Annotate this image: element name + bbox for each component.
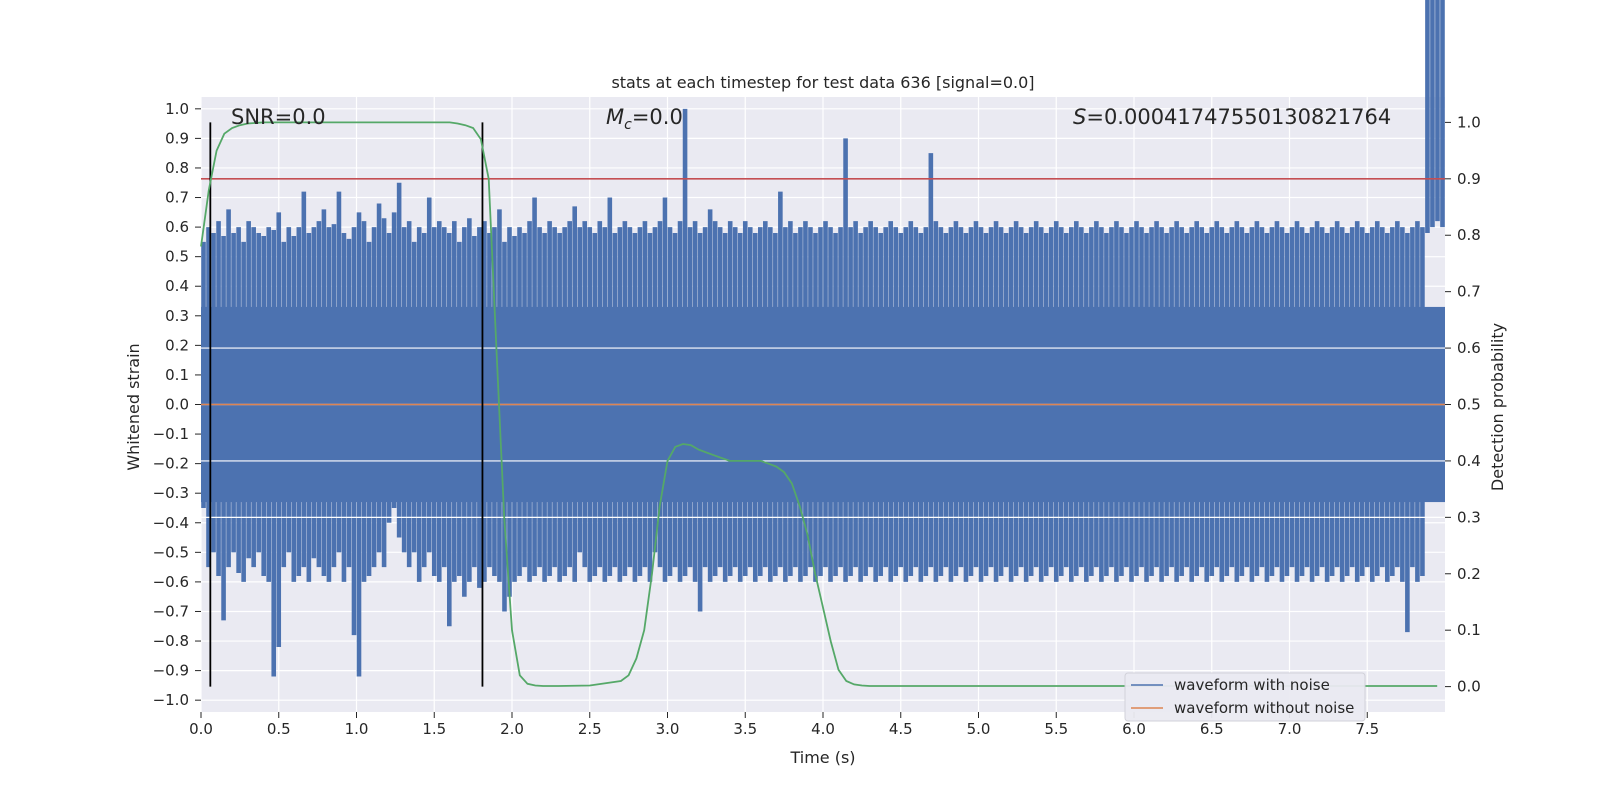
y-tick-label: −0.8 [153,632,189,650]
y-tick-label: 0.1 [165,366,189,384]
mc-symbol: M [606,105,624,129]
s-annotation: S=0.00041747550130821764 [1073,105,1391,129]
y2-tick-label: 1.0 [1457,113,1481,131]
x-tick-label: 7.5 [1355,720,1379,738]
y2-tick-label: 0.2 [1457,565,1481,583]
y2-tick-label: 0.7 [1457,283,1481,301]
y2-tick-label: 0.3 [1457,508,1481,526]
y-tick-label: 0.9 [165,129,189,147]
x-ticks: 0.0 0.5 1.0 1.5 2.0 2.5 3.0 3.5 4.0 4.5 5.0 5.5 6.0 6… [189,712,1379,738]
y2-tick-label: 0.8 [1457,226,1481,244]
mc-value: =0.0 [632,105,683,129]
x-tick-label: 3.0 [656,720,680,738]
detection-probability-line [200,121,1438,687]
y-tick-label: −0.1 [153,425,189,443]
x-tick-label: 2.5 [578,720,602,738]
y-tick-label: −0.9 [153,662,189,680]
noise-waveform [201,0,1445,677]
legend-label-noise: waveform with noise [1174,676,1330,694]
x-tick-label: 4.5 [889,720,913,738]
y-tick-label: 0.8 [165,159,189,177]
y2-tick-label: 0.6 [1457,339,1481,357]
y-tick-label: −0.3 [153,484,189,502]
y-tick-label: −0.4 [153,514,189,532]
y-tick-label: 0.6 [165,218,189,236]
mc-annotation: Mc=0.0 [606,105,683,133]
x-tick-label: 4.0 [811,720,835,738]
y2-tick-label: 0.9 [1457,170,1481,188]
x-tick-label: 5.5 [1044,720,1068,738]
x-tick-label: 0.5 [267,720,291,738]
y-tick-label: 0.4 [165,277,189,295]
x-tick-label: 0.0 [189,720,213,738]
chart-title: stats at each timestep for test data 636… [611,73,1034,92]
y2-ticks: 1.0 0.9 0.8 0.7 0.6 0.5 0.4 0.3 0.2 0.1 0.0 [1445,113,1481,696]
y-tick-label: 0.0 [165,396,189,414]
x-tick-label: 7.0 [1278,720,1302,738]
y-tick-label: −1.0 [153,691,189,709]
y-tick-label: 0.3 [165,307,189,325]
x-tick-label: 6.5 [1200,720,1224,738]
y-tick-label: −0.7 [153,602,189,620]
x-tick-label: 1.5 [422,720,446,738]
y-ticks: 1.0 0.9 0.8 0.7 0.6 0.5 0.4 0.3 0.2 0.1 0.0 −0.1 −0.… [153,100,201,709]
x-axis-label: Time (s) [789,748,855,767]
snr-annotation: SNR=0.0 [231,105,326,129]
y-axis-label: Whitened strain [124,343,143,470]
legend-label-clean: waveform without noise [1174,699,1354,717]
legend-box [1124,672,1366,722]
y-tick-label: 0.2 [165,336,189,354]
y2-tick-label: 0.1 [1457,621,1481,639]
mc-subscript: c [624,117,632,133]
x-tick-label: 6.0 [1122,720,1146,738]
s-value: =0.00041747550130821764 [1086,105,1391,129]
y-tick-label: 0.7 [165,189,189,207]
y2-axis-label: Detection probability [1488,323,1507,491]
y-tick-label: −0.6 [153,573,189,591]
y2-tick-label: 0.4 [1457,452,1481,470]
legend: waveform with noise waveform without noi… [1124,672,1366,722]
y2-tick-label: 0.5 [1457,396,1481,414]
x-tick-label: 5.0 [967,720,991,738]
x-tick-label: 3.5 [733,720,757,738]
y2-tick-label: 0.0 [1457,678,1481,696]
x-tick-label: 1.0 [345,720,369,738]
y-tick-label: 1.0 [165,100,189,118]
x-tick-label: 2.0 [500,720,524,738]
y-tick-label: −0.2 [153,455,189,473]
y-tick-label: −0.5 [153,543,189,561]
overlays [200,121,1445,687]
s-symbol: S [1073,105,1086,129]
y-tick-label: 0.5 [165,248,189,266]
